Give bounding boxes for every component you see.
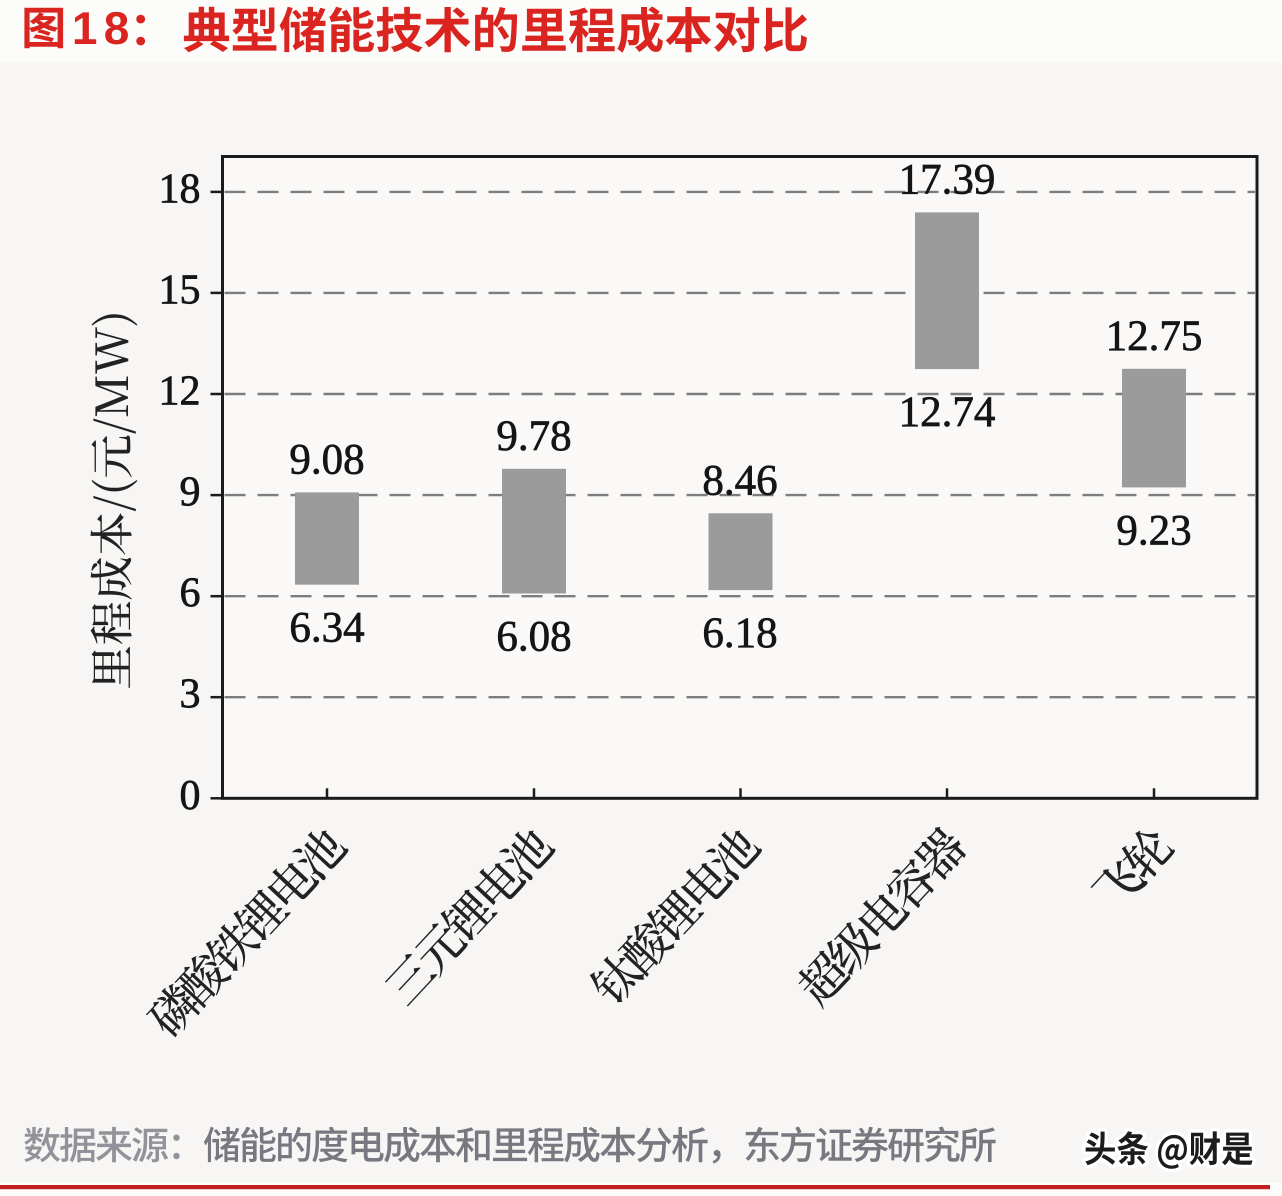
svg-text:0: 0 — [180, 773, 201, 819]
svg-text:3: 3 — [180, 672, 201, 718]
svg-text:6.34: 6.34 — [289, 605, 364, 652]
svg-text:9.23: 9.23 — [1116, 507, 1191, 554]
svg-text:12.74: 12.74 — [899, 389, 996, 436]
svg-text:8.46: 8.46 — [702, 457, 777, 504]
svg-text:18: 18 — [159, 166, 201, 212]
svg-text:6: 6 — [180, 571, 201, 617]
svg-text:15: 15 — [159, 267, 201, 313]
svg-text:9: 9 — [180, 470, 201, 516]
svg-text:9.08: 9.08 — [289, 436, 364, 483]
svg-text:6.18: 6.18 — [702, 610, 777, 657]
svg-text:17.39: 17.39 — [899, 156, 996, 203]
svg-text:12.75: 12.75 — [1106, 313, 1203, 360]
svg-text:9.78: 9.78 — [496, 413, 571, 460]
svg-text:6.08: 6.08 — [496, 614, 571, 661]
svg-text:12: 12 — [159, 369, 201, 415]
